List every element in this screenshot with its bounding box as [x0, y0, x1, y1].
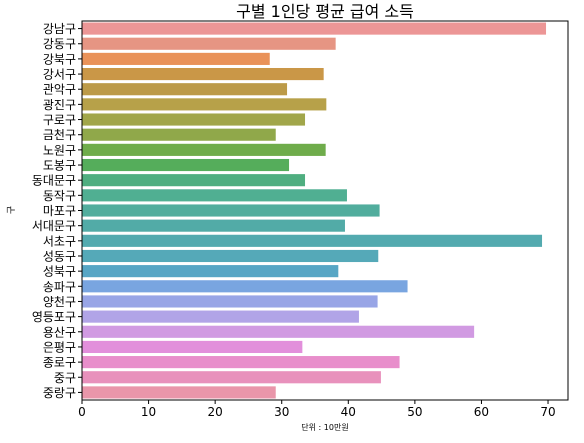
bar-송파구: [82, 280, 408, 293]
y-tick-label: 강동구: [43, 37, 76, 51]
y-tick-label: 영등포구: [32, 310, 76, 324]
y-tick-label: 금천구: [43, 127, 76, 142]
y-tick-label: 성동구: [43, 249, 76, 263]
y-tick-label: 서초구: [43, 234, 76, 248]
y-tick-label: 광진구: [43, 98, 76, 112]
bar-성동구: [82, 249, 379, 263]
x-tick-label: 60: [474, 405, 489, 419]
x-tick-label: 70: [540, 405, 555, 419]
bar-성북구: [82, 265, 339, 278]
y-tick-label: 동작구: [43, 189, 76, 203]
y-tick-label: 송파구: [43, 280, 76, 294]
axes-layer: 강남구강동구강북구강서구관악구광진구구로구금천구노원구도봉구동대문구동작구마포구…: [32, 20, 569, 419]
bar-도봉구: [82, 158, 290, 172]
x-tick-label: 50: [407, 405, 422, 419]
y-tick-label: 노원구: [43, 143, 76, 157]
x-tick-label: 20: [208, 405, 223, 419]
bar-종로구: [82, 356, 400, 369]
bar-마포구: [82, 204, 380, 217]
bar-중구: [82, 371, 381, 384]
y-tick-label: 강북구: [43, 52, 76, 66]
y-tick-label: 중랑구: [43, 386, 76, 400]
bar-금천구: [82, 128, 276, 141]
bar-강남구: [82, 22, 547, 35]
bar-강북구: [82, 52, 270, 65]
bar-광진구: [82, 98, 327, 111]
bar-동대문구: [82, 174, 306, 187]
bar-강동구: [82, 37, 336, 50]
x-tick-label: 0: [78, 405, 86, 419]
y-tick-label: 용산구: [43, 325, 76, 339]
x-tick-label: 10: [141, 405, 156, 419]
y-tick-label: 마포구: [43, 204, 76, 218]
bar-은평구: [82, 340, 303, 354]
y-axis-label: 구: [6, 206, 17, 214]
y-tick-label: 강서구: [43, 68, 76, 82]
bar-동작구: [82, 189, 347, 202]
x-tick-label: 40: [341, 405, 356, 419]
bar-노원구: [82, 143, 326, 156]
y-tick-label: 강남구: [43, 22, 76, 36]
bar-양천구: [82, 295, 378, 308]
chart-title: 구별 1인당 평균 급여 소득: [236, 2, 414, 21]
y-tick-label: 중구: [54, 371, 76, 385]
y-tick-label: 은평구: [43, 340, 76, 354]
x-axis-label: 단위 : 10만원: [301, 422, 348, 432]
bar-관악구: [82, 83, 288, 96]
y-tick-label: 구로구: [43, 113, 76, 127]
x-tick-label: 30: [274, 405, 289, 419]
bar-용산구: [82, 325, 475, 338]
bar-서대문구: [82, 219, 345, 232]
bar-중랑구: [82, 386, 276, 399]
bar-영등포구: [82, 310, 359, 323]
y-tick-label: 서대문구: [32, 219, 76, 233]
y-tick-label: 도봉구: [43, 159, 76, 173]
bars-layer: [82, 22, 547, 399]
bar-구로구: [82, 113, 306, 126]
y-tick-label: 종로구: [43, 356, 76, 370]
y-tick-label: 동대문구: [32, 174, 76, 188]
y-tick-label: 성북구: [43, 265, 76, 279]
y-tick-label: 양천구: [43, 294, 76, 309]
plot-frame: [81, 20, 569, 401]
bar-강서구: [82, 67, 324, 81]
bar-서초구: [82, 234, 543, 247]
y-tick-label: 관악구: [43, 83, 76, 97]
